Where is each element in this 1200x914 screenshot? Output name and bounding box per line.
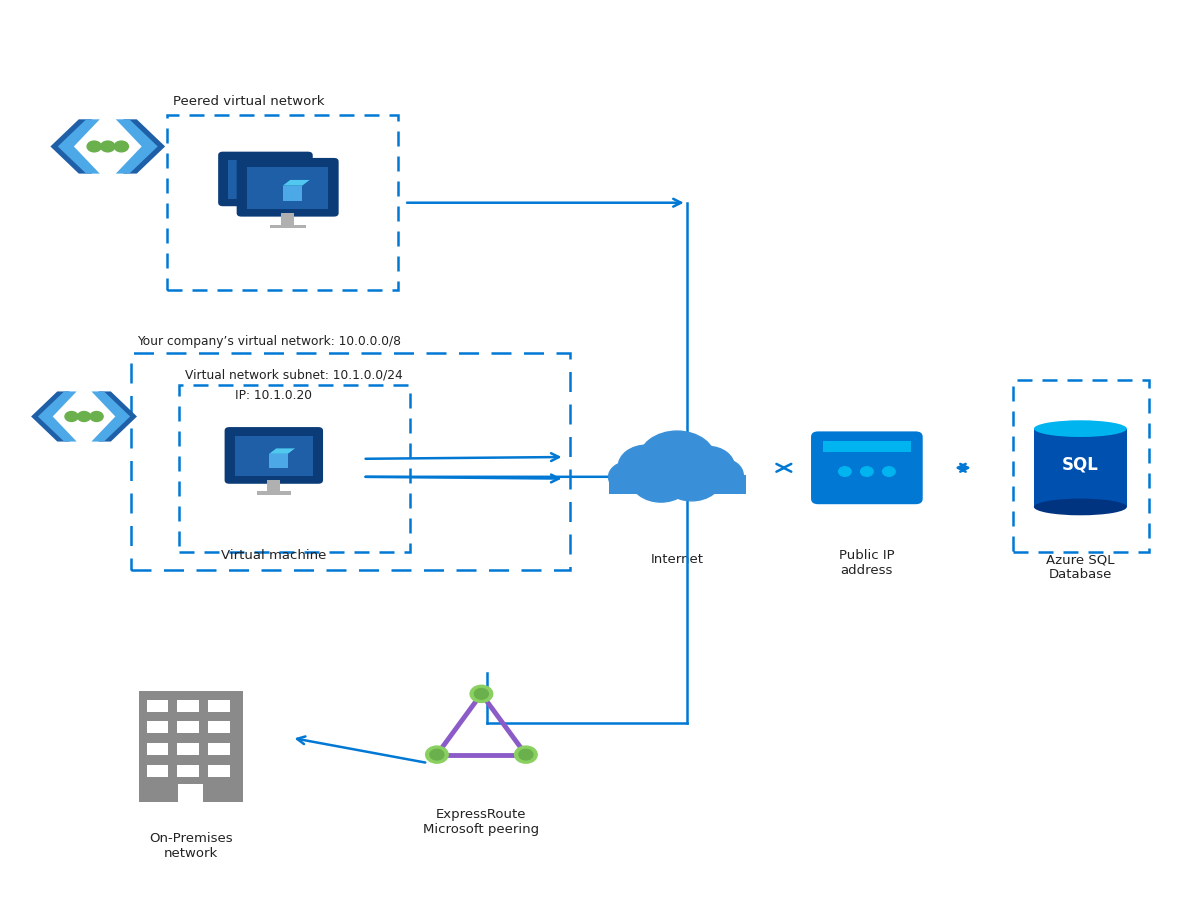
Circle shape <box>618 445 674 488</box>
Bar <box>146 765 168 777</box>
Bar <box>247 166 329 208</box>
Bar <box>259 203 271 213</box>
FancyBboxPatch shape <box>218 152 313 207</box>
Polygon shape <box>288 449 295 468</box>
Bar <box>1034 429 1127 507</box>
Bar <box>132 354 570 569</box>
Bar <box>1013 380 1150 551</box>
Bar <box>139 691 242 802</box>
Bar <box>228 160 302 198</box>
Text: Azure SQL
Database: Azure SQL Database <box>1046 553 1115 581</box>
Text: Your company’s virtual network: 10.0.0.0/8: Your company’s virtual network: 10.0.0.0… <box>138 335 402 348</box>
Bar <box>269 454 288 468</box>
Circle shape <box>426 746 448 763</box>
Bar <box>146 743 168 755</box>
Circle shape <box>515 746 538 763</box>
Ellipse shape <box>1034 420 1127 437</box>
Bar <box>208 743 230 755</box>
Text: IP: 10.1.0.20: IP: 10.1.0.20 <box>235 389 312 402</box>
Circle shape <box>88 141 101 152</box>
Polygon shape <box>50 120 92 174</box>
Polygon shape <box>283 180 310 186</box>
Bar <box>281 213 294 225</box>
Bar <box>235 436 313 476</box>
Bar <box>146 699 168 712</box>
Bar <box>167 115 398 291</box>
Circle shape <box>78 411 90 421</box>
Bar <box>268 480 281 492</box>
FancyBboxPatch shape <box>811 431 923 505</box>
Circle shape <box>608 462 649 493</box>
Polygon shape <box>38 391 77 441</box>
Circle shape <box>882 467 895 476</box>
Circle shape <box>839 467 851 476</box>
Polygon shape <box>98 391 137 441</box>
Bar <box>248 213 282 217</box>
Bar <box>208 765 230 777</box>
Polygon shape <box>31 391 70 441</box>
Polygon shape <box>91 391 130 441</box>
Bar <box>178 743 199 755</box>
Bar <box>208 699 230 712</box>
Circle shape <box>860 467 874 476</box>
Text: Virtual machine: Virtual machine <box>221 548 326 562</box>
Bar <box>608 475 745 494</box>
Circle shape <box>638 431 716 490</box>
Text: Peered virtual network: Peered virtual network <box>173 95 324 108</box>
Bar <box>179 783 203 802</box>
Bar <box>823 441 911 452</box>
Bar <box>179 385 410 551</box>
Circle shape <box>518 749 533 760</box>
FancyBboxPatch shape <box>236 158 338 217</box>
Text: On-Premises
network: On-Premises network <box>149 833 233 860</box>
Bar <box>146 721 168 734</box>
Polygon shape <box>124 120 166 174</box>
Circle shape <box>470 686 493 703</box>
Circle shape <box>700 459 743 492</box>
Bar <box>208 721 230 734</box>
Text: Internet: Internet <box>650 553 703 567</box>
Text: Virtual network subnet: 10.1.0.0/24: Virtual network subnet: 10.1.0.0/24 <box>185 368 403 381</box>
Text: SQL: SQL <box>1062 456 1099 473</box>
Polygon shape <box>269 449 295 454</box>
Polygon shape <box>302 180 310 200</box>
Bar <box>178 699 199 712</box>
Circle shape <box>90 411 103 421</box>
Circle shape <box>114 141 128 152</box>
Text: Public IP
address: Public IP address <box>839 548 895 577</box>
Bar <box>260 177 280 191</box>
Ellipse shape <box>1034 499 1127 515</box>
Bar <box>283 186 302 200</box>
Circle shape <box>661 454 722 501</box>
Text: ExpressRoute
Microsoft peering: ExpressRoute Microsoft peering <box>424 808 540 836</box>
Polygon shape <box>260 172 286 177</box>
Bar <box>257 492 292 494</box>
Circle shape <box>430 749 444 760</box>
FancyBboxPatch shape <box>224 427 323 484</box>
Circle shape <box>474 688 488 699</box>
Circle shape <box>682 446 734 487</box>
Polygon shape <box>115 120 157 174</box>
Circle shape <box>101 141 115 152</box>
Polygon shape <box>280 172 286 191</box>
Bar <box>178 765 199 777</box>
Circle shape <box>65 411 78 421</box>
Circle shape <box>630 455 691 502</box>
Polygon shape <box>58 120 100 174</box>
Bar <box>178 721 199 734</box>
Bar <box>270 225 306 228</box>
